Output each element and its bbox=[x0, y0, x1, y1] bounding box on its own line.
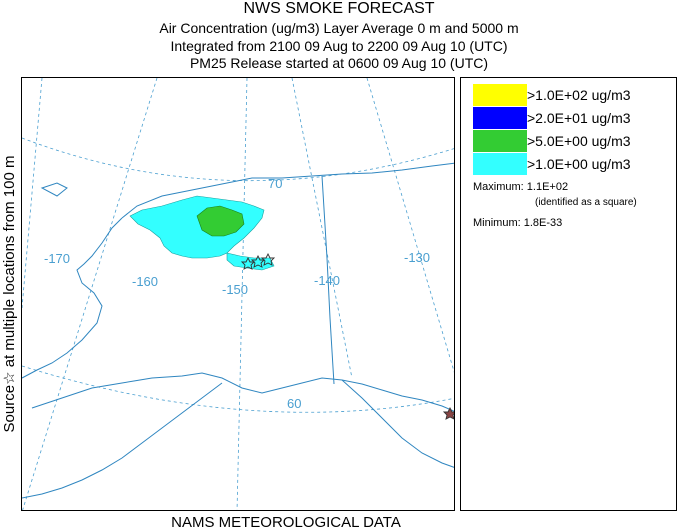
plume-cyan-region bbox=[129, 195, 265, 259]
alaska-map: -170 -160 -150 -140 -130 70 60 bbox=[22, 78, 454, 510]
release-info: PM25 Release started at 0600 09 Aug 10 (… bbox=[189, 55, 489, 71]
lon-label-160: -160 bbox=[132, 274, 158, 289]
plume-green-region bbox=[196, 205, 245, 237]
legend-swatch bbox=[473, 153, 527, 175]
lon-label-130: -130 bbox=[404, 250, 430, 265]
forecast-title: NWS SMOKE FORECAST bbox=[243, 0, 435, 17]
lon-label-150: -150 bbox=[222, 282, 248, 297]
legend-label: >2.0E+01 ug/m3 bbox=[527, 110, 631, 126]
source-star-4 bbox=[442, 406, 454, 420]
st-lawrence-island bbox=[40, 182, 68, 197]
grid-labels: -170 -160 -150 -140 -130 70 60 bbox=[44, 176, 430, 411]
source-star-2 bbox=[250, 254, 266, 268]
concentration-subtitle: Air Concentration (ug/m3) Layer Average … bbox=[159, 20, 519, 36]
source-star-3 bbox=[260, 252, 276, 266]
coast-north bbox=[121, 162, 454, 219]
maximum-note: (identified as a square) bbox=[535, 197, 637, 208]
meteorological-data-footer: NAMS METEOROLOGICAL DATA bbox=[171, 514, 401, 531]
lat-60-arc bbox=[22, 365, 454, 413]
lat-70-arc bbox=[22, 137, 454, 182]
panhandle bbox=[341, 379, 454, 468]
source-markers bbox=[240, 252, 454, 420]
coastlines bbox=[22, 162, 454, 499]
plume-cyan-tail bbox=[226, 252, 275, 271]
map-panel: -170 -160 -150 -140 -130 70 60 bbox=[21, 77, 455, 511]
source-star-1 bbox=[240, 256, 256, 270]
source-side-label-text: Source☆ at multiple locations from 100 m bbox=[1, 155, 18, 433]
legend-panel: >1.0E+02 ug/m3 >2.0E+01 ug/m3 >5.0E+00 u… bbox=[460, 77, 677, 511]
lon-150-line bbox=[236, 78, 248, 510]
legend-swatch bbox=[473, 107, 527, 129]
longitude-grid bbox=[22, 78, 454, 510]
lon-140-line bbox=[291, 78, 353, 379]
legend-swatch bbox=[473, 130, 527, 152]
coast-west bbox=[22, 217, 123, 379]
lon-160-line bbox=[22, 78, 158, 510]
lon-label-170: -170 bbox=[44, 251, 70, 266]
source-side-label: Source☆ at multiple locations from 100 m bbox=[0, 77, 18, 511]
legend-label: >1.0E+02 ug/m3 bbox=[527, 87, 631, 103]
lon-170-line bbox=[22, 78, 43, 309]
lon-label-140: -140 bbox=[314, 273, 340, 288]
minimum-value: Minimum: 1.8E-33 bbox=[473, 217, 563, 229]
legend-swatch bbox=[473, 84, 527, 106]
latitude-grid bbox=[22, 137, 454, 413]
alaska-peninsula bbox=[22, 382, 223, 499]
legend-label: >5.0E+00 ug/m3 bbox=[527, 133, 631, 149]
integration-period: Integrated from 2100 09 Aug to 2200 09 A… bbox=[170, 38, 508, 54]
legend-label: >1.0E+00 ug/m3 bbox=[527, 156, 631, 172]
lat-label-70: 70 bbox=[268, 176, 282, 191]
lon-130-line bbox=[366, 78, 454, 373]
coast-south bbox=[31, 372, 454, 412]
smoke-plume bbox=[129, 195, 275, 271]
maximum-value: Maximum: 1.1E+02 bbox=[473, 181, 569, 193]
canada-border bbox=[321, 175, 335, 385]
lat-label-60: 60 bbox=[287, 396, 301, 411]
